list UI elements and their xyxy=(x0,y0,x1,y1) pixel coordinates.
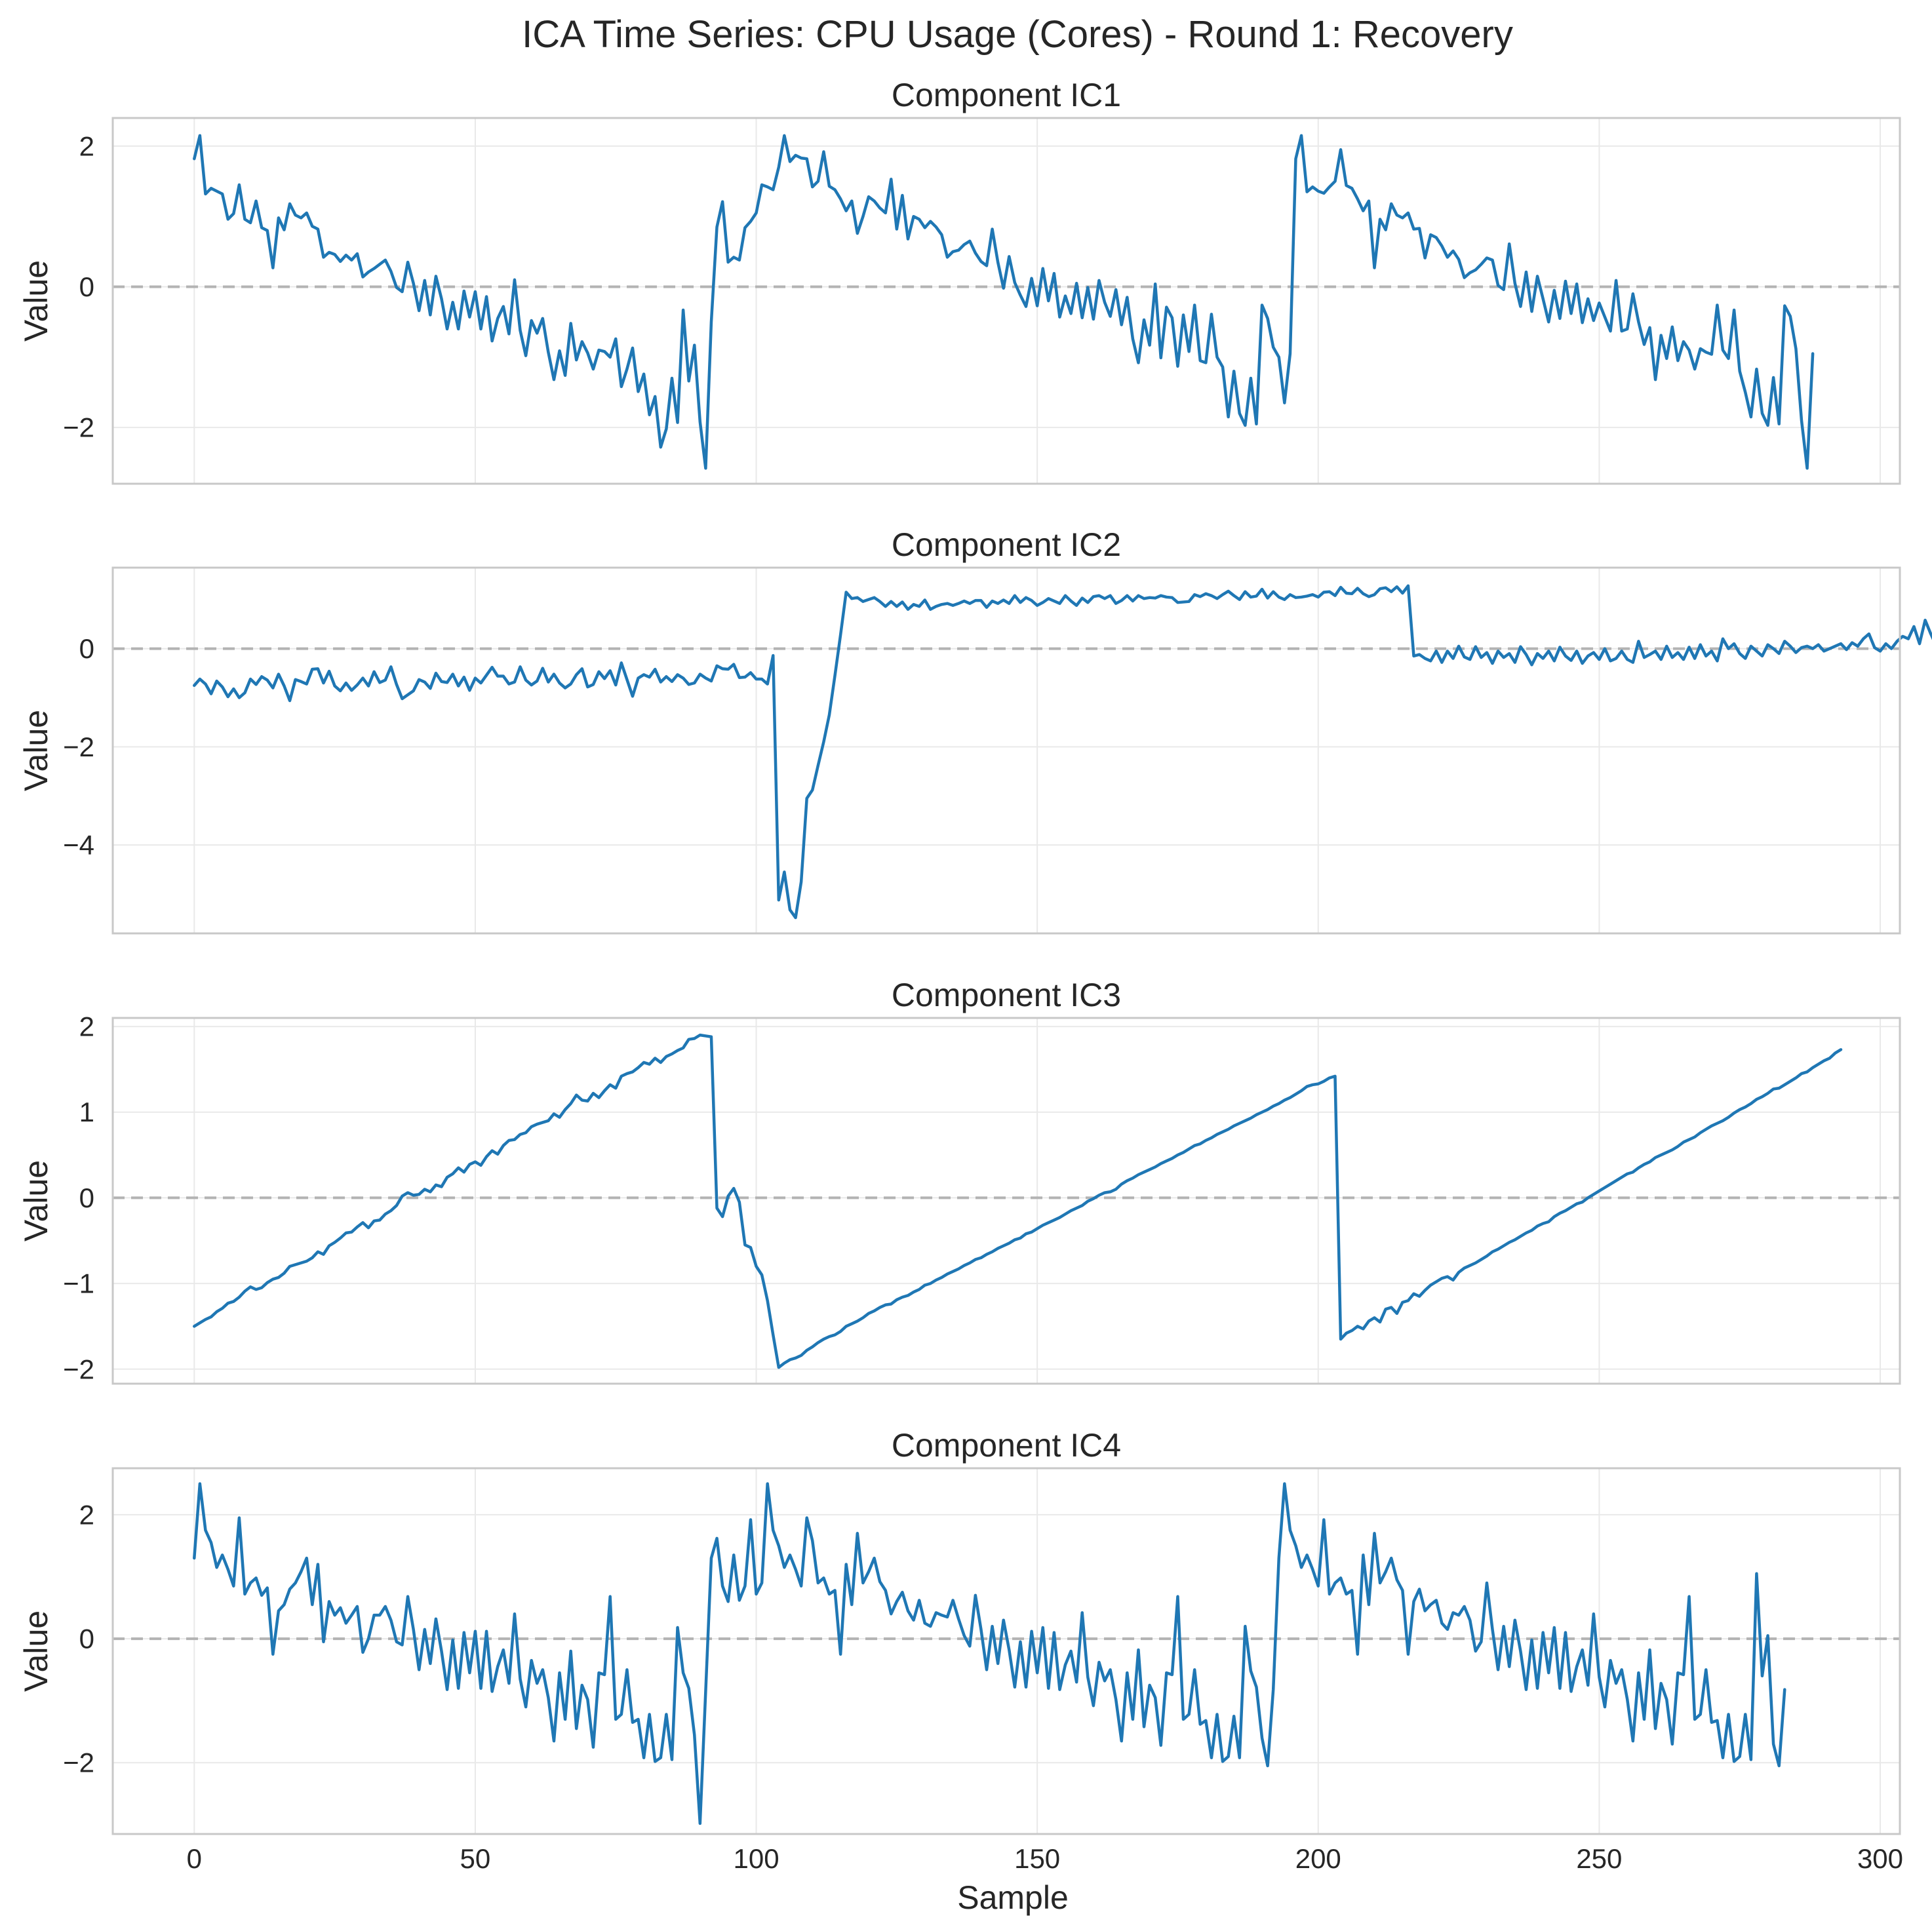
axes-frame xyxy=(111,566,1901,935)
y-tick-label: −2 xyxy=(63,412,94,443)
x-tick-label: 300 xyxy=(1857,1843,1903,1874)
subplot-title: Component IC1 xyxy=(892,77,1121,113)
y-axis-label: Value xyxy=(18,710,54,791)
x-tick-label: 200 xyxy=(1295,1843,1341,1874)
y-tick-label: 2 xyxy=(79,1499,94,1530)
y-tick-label: −4 xyxy=(63,830,94,861)
axes-frame xyxy=(111,1467,1901,1835)
subplot-ic4: −2 0 2 Component IC4 Value 0 50 100 150 200 250 300 xyxy=(18,1427,1903,1874)
figure-title: ICA Time Series: CPU Usage (Cores) - Rou… xyxy=(522,13,1513,56)
x-tick-label: 0 xyxy=(187,1843,202,1874)
y-tick-label: −2 xyxy=(63,1747,94,1778)
series-line xyxy=(193,584,1932,920)
y-tick-label: 0 xyxy=(79,271,94,302)
subplot-ic3: −2 −1 0 1 2 Component IC3 Value xyxy=(18,977,1901,1385)
y-axis-label: Value xyxy=(18,1610,54,1692)
subplot-title: Component IC3 xyxy=(892,977,1121,1013)
y-tick-label: 2 xyxy=(79,1011,94,1042)
y-tick-label: 0 xyxy=(79,1624,94,1654)
y-tick-label: −2 xyxy=(63,1354,94,1384)
y-tick-label: 0 xyxy=(79,633,94,664)
x-tick-label: 100 xyxy=(733,1843,779,1874)
subplot-title: Component IC2 xyxy=(892,526,1121,563)
y-tick-label: 0 xyxy=(79,1182,94,1213)
x-tick-label: 250 xyxy=(1576,1843,1622,1874)
y-tick-label: 2 xyxy=(79,130,94,161)
y-axis-label: Value xyxy=(18,1160,54,1241)
x-axis-label: Sample xyxy=(957,1879,1069,1916)
subplot-title: Component IC4 xyxy=(892,1427,1121,1464)
subplot-ic2: −4 −2 0 Component IC2 Value xyxy=(18,526,1932,935)
x-tick-label: 150 xyxy=(1014,1843,1060,1874)
y-tick-label: −2 xyxy=(63,731,94,762)
axes-frame xyxy=(111,117,1901,485)
series-line xyxy=(193,1033,1843,1369)
subplot-stack: −2 0 2 Component IC1 Value −4 −2 0 Component IC2… xyxy=(18,77,1932,1874)
axes-frame xyxy=(111,1017,1901,1385)
y-axis-label: Value xyxy=(18,260,54,341)
series-line xyxy=(193,1482,1786,1825)
x-tick-label: 50 xyxy=(460,1843,491,1874)
series-line xyxy=(193,134,1815,470)
subplot-ic1: −2 0 2 Component IC1 Value xyxy=(18,77,1901,485)
y-tick-label: 1 xyxy=(79,1097,94,1127)
y-tick-label: −1 xyxy=(63,1268,94,1299)
